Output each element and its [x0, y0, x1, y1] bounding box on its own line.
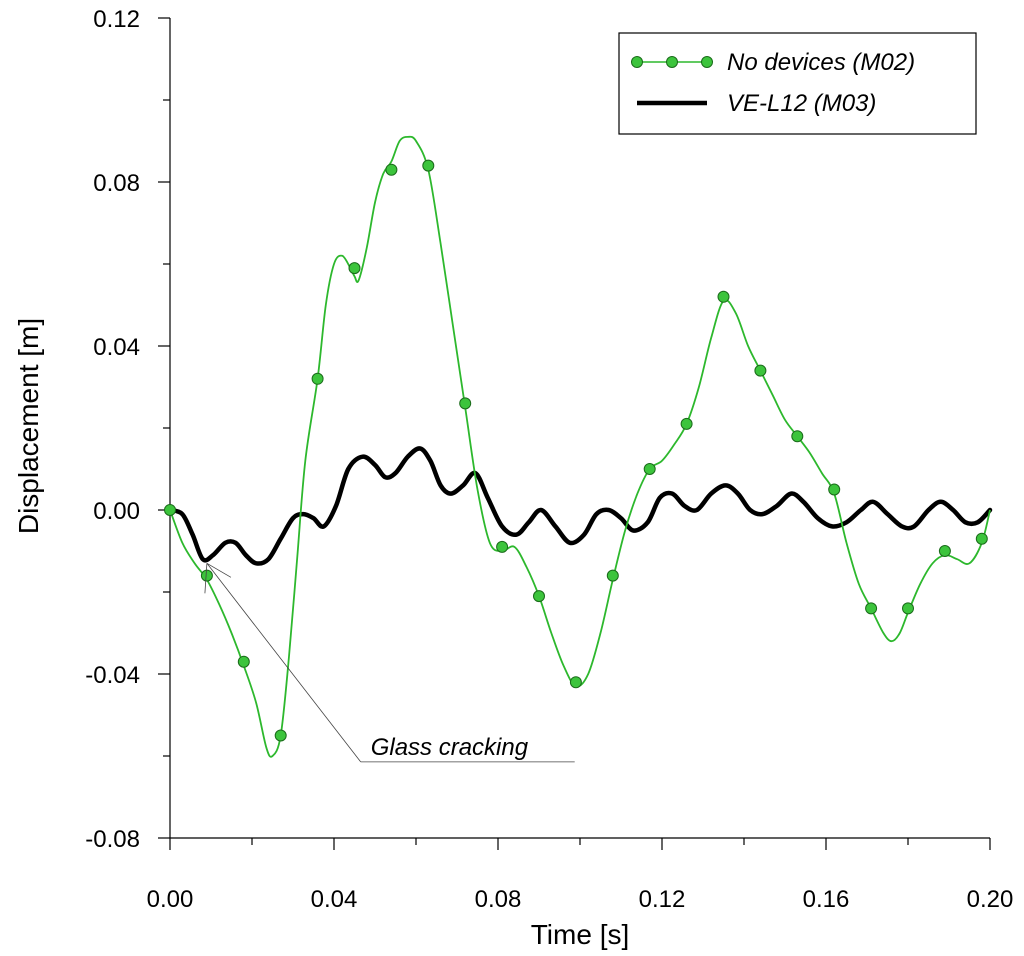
data-point-m02 — [311, 372, 324, 385]
x-tick-label: 0.00 — [147, 886, 194, 913]
data-point-m02 — [237, 655, 250, 668]
data-point-m02 — [496, 540, 509, 553]
data-point-m02 — [902, 602, 914, 615]
data-point-m02 — [791, 430, 804, 443]
legend-swatch-m02-marker-1 — [631, 56, 643, 68]
data-point-m02 — [975, 532, 988, 545]
data-point-m02 — [422, 159, 435, 172]
y-ticks: -0.08 -0.04 0.00 0.04 0.08 0.12 — [85, 6, 170, 853]
data-point-m02 — [164, 504, 176, 516]
x-ticks: 0.00 0.04 0.08 0.12 0.16 0.20 — [147, 838, 1014, 913]
data-point-m02 — [717, 290, 730, 303]
annotation-pointer — [204, 563, 208, 594]
data-point-m02 — [938, 545, 951, 557]
x-axis-title: Time [s] — [531, 919, 630, 950]
y-axis-title: Displacement [m] — [13, 318, 44, 534]
legend: No devices (M02) VE-L12 (M03) — [618, 32, 977, 135]
data-point-m02 — [274, 729, 287, 742]
data-point-m02 — [754, 364, 767, 377]
legend-entry-m03: VE-L12 (M03) — [637, 90, 876, 117]
data-point-m02 — [643, 463, 656, 475]
x-tick-label: 0.12 — [639, 886, 686, 913]
series-line-no-devices-m02 — [169, 135, 991, 758]
data-point-m02 — [569, 676, 582, 689]
legend-box — [618, 32, 977, 135]
annotation-layer: Glass cracking — [204, 562, 575, 763]
y-tick-label: 0.08 — [93, 170, 140, 197]
data-point-m02 — [680, 417, 693, 430]
data-point-m02 — [348, 262, 361, 275]
x-tick-label: 0.20 — [967, 886, 1014, 913]
y-tick-label: 0.00 — [93, 498, 140, 525]
y-tick-label: 0.04 — [93, 334, 140, 361]
data-point-m02 — [865, 602, 878, 615]
x-tick-label: 0.04 — [311, 886, 358, 913]
legend-swatch-m02-marker-2 — [666, 56, 678, 68]
series-line-ve-l12-m03 — [167, 446, 993, 566]
data-point-m02 — [606, 569, 619, 582]
data-point-m02 — [459, 397, 472, 410]
series-layer — [164, 135, 993, 758]
annotation-pointer — [206, 562, 232, 578]
legend-swatch-m02-marker-3 — [701, 56, 713, 68]
data-point-m02 — [828, 483, 841, 496]
data-point-m02 — [533, 590, 545, 603]
data-point-m02 — [200, 569, 213, 582]
data-point-m02 — [385, 163, 398, 176]
x-tick-label: 0.08 — [475, 886, 522, 913]
annotation-label: Glass cracking — [371, 734, 529, 761]
x-tick-label: 0.16 — [803, 886, 850, 913]
plot-frame — [169, 18, 990, 839]
legend-label-m03: VE-L12 (M03) — [727, 90, 876, 117]
annotation-leader-line — [206, 563, 362, 763]
y-tick-label: -0.04 — [85, 662, 140, 689]
y-tick-label: 0.12 — [93, 6, 140, 33]
legend-entry-m02: No devices (M02) — [631, 49, 915, 76]
legend-label-m02: No devices (M02) — [727, 49, 915, 76]
y-tick-label: -0.08 — [85, 826, 140, 853]
